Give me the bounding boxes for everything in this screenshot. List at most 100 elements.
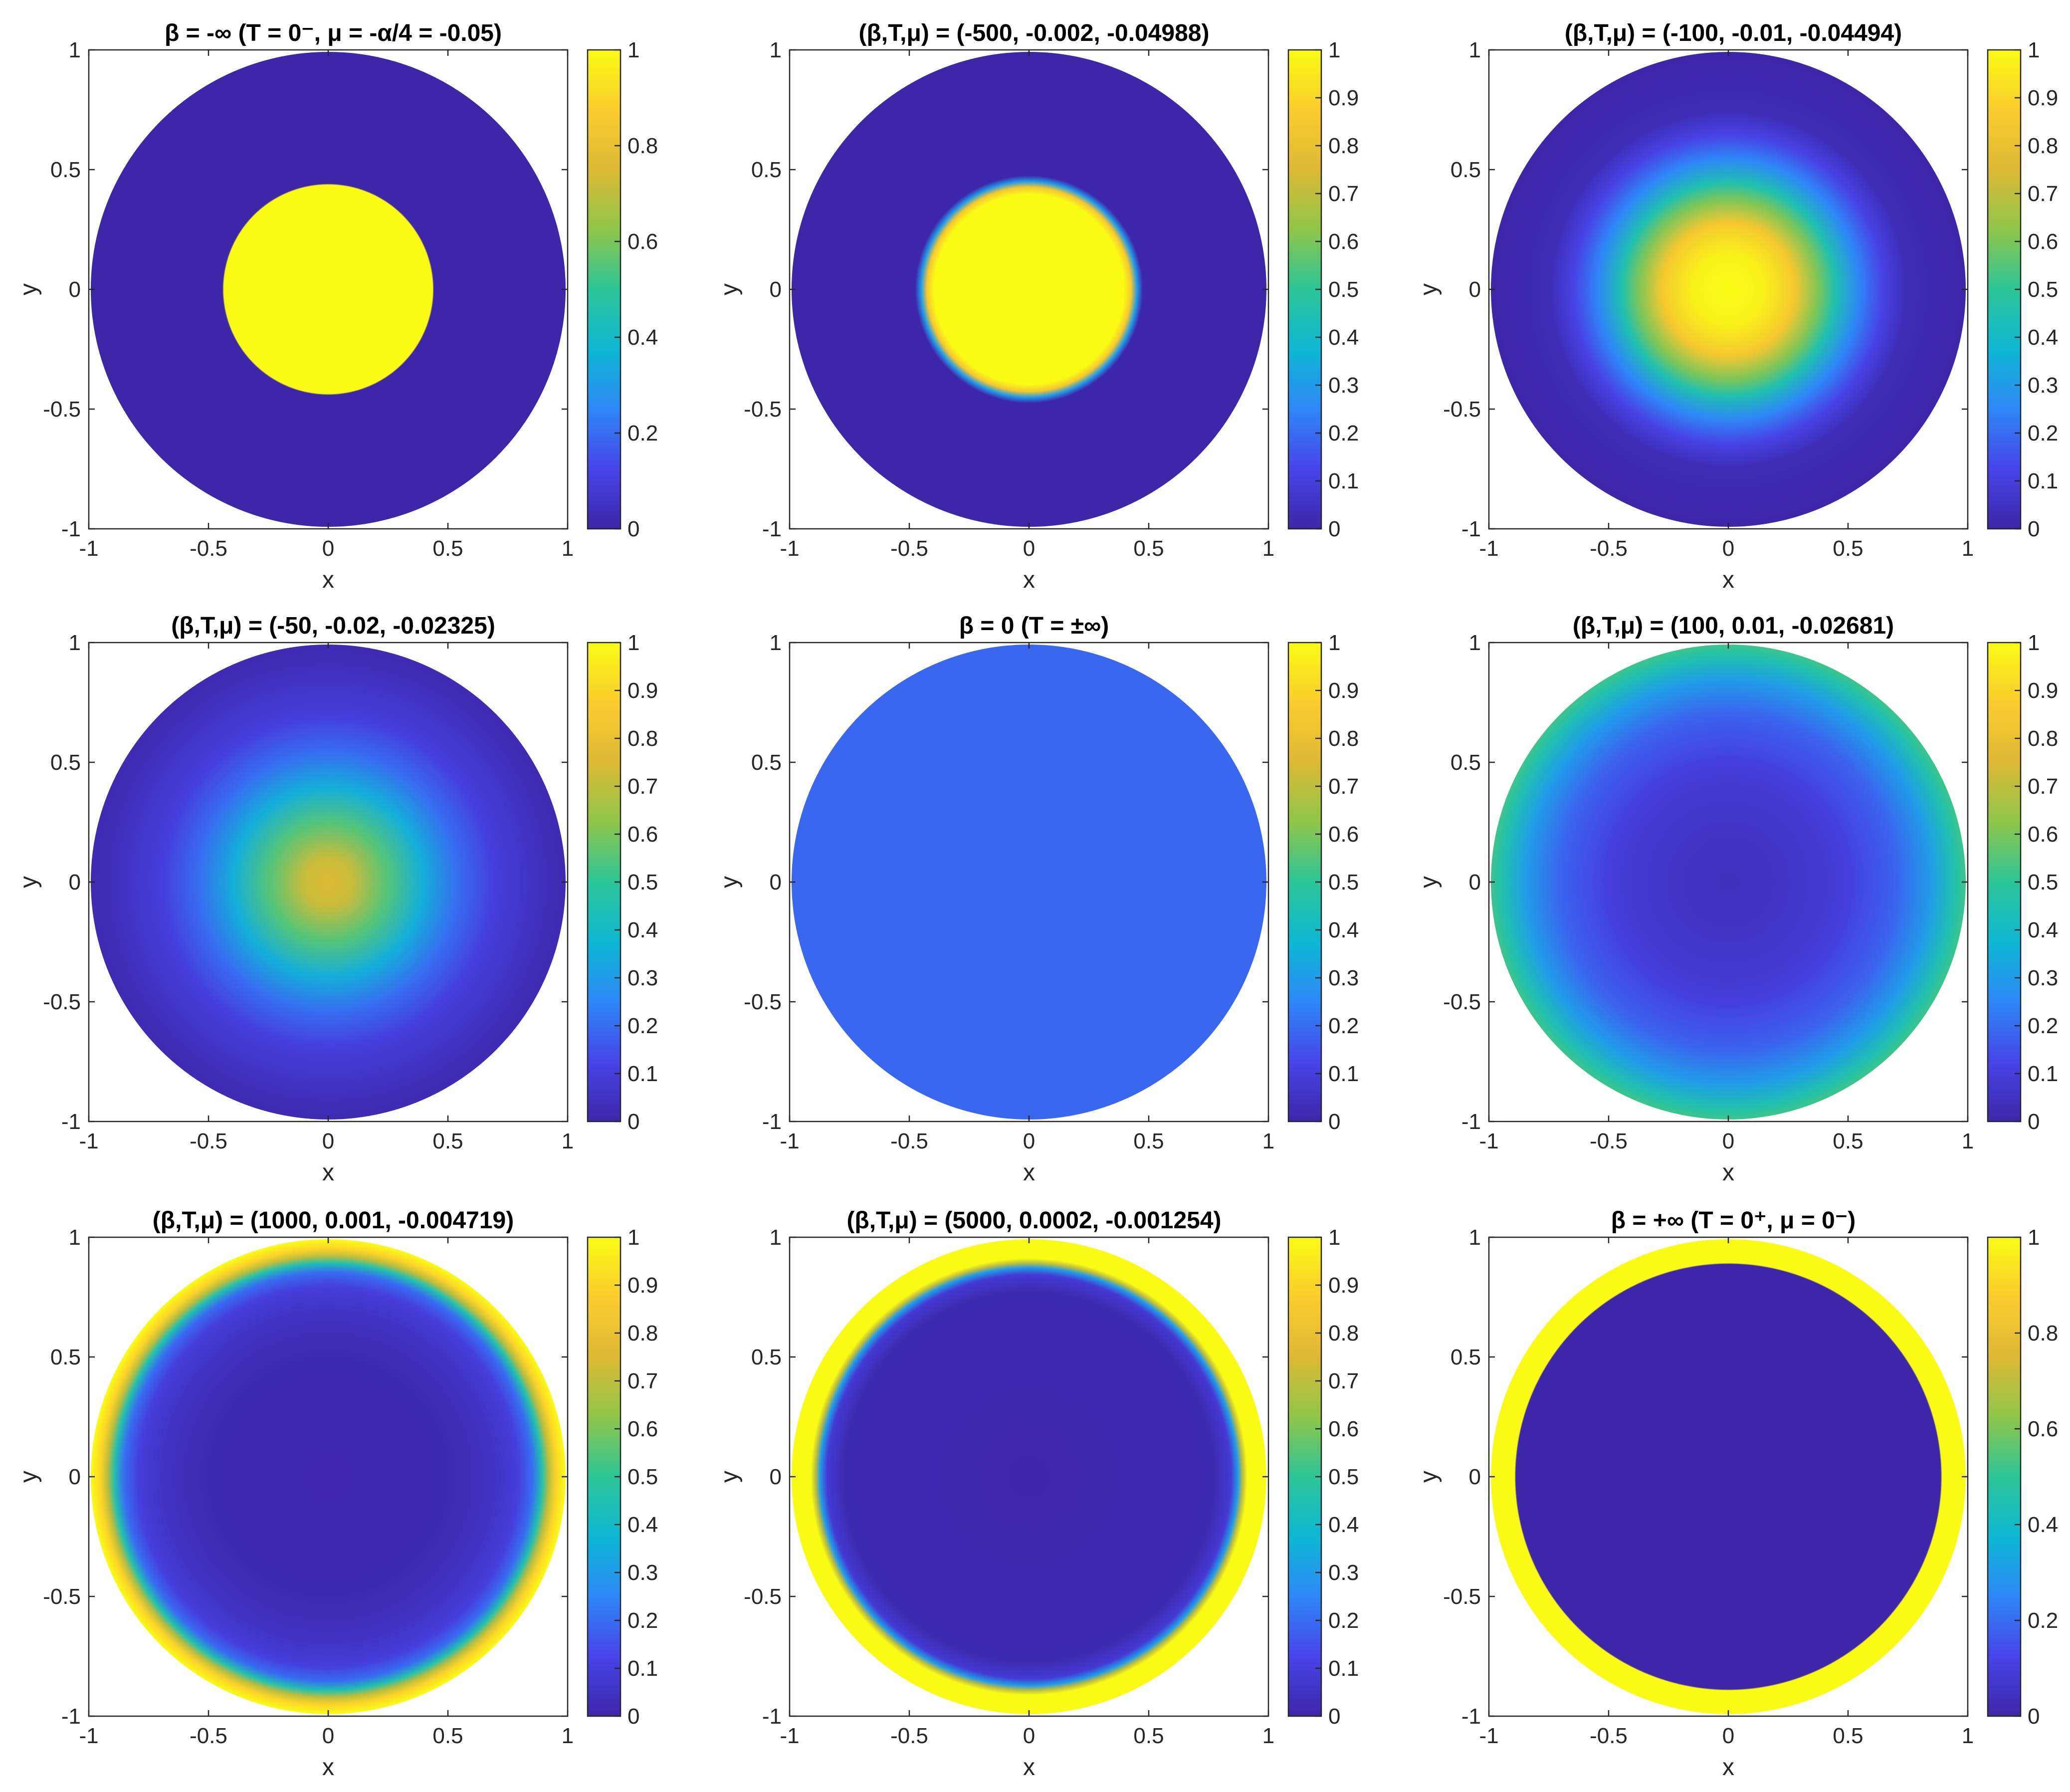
colorbar-tick-label: 0.8 [1328, 134, 1359, 158]
y-tick-label: 0.5 [751, 158, 782, 182]
y-axis-label: y [15, 876, 42, 888]
x-tick-label: 0.5 [1133, 1129, 1164, 1153]
colorbar-tick-label: 0.6 [2028, 229, 2058, 254]
solution-disk [91, 645, 566, 1120]
solution-disk [1491, 645, 1966, 1120]
x-tick-label: 0.5 [1133, 536, 1164, 561]
y-tick-label: -0.5 [43, 397, 81, 422]
subplot-5: β = 0 (T = ±∞) -1 -0.5 0 0.5 1 1 0.5 0 -0.5 -1 x y 1 0… [716, 613, 1359, 1186]
colorbar-tick-label: 0.2 [2028, 1608, 2058, 1633]
x-tick-label: -1 [1479, 1129, 1498, 1153]
x-tick-label: -0.5 [1590, 536, 1628, 561]
colorbar-tick-label: 0.7 [1328, 774, 1359, 799]
y-tick-label: -1 [762, 1110, 782, 1134]
y-tick-label: 0.5 [751, 1345, 782, 1369]
subplot-title: (β,T,μ) = (-500, -0.002, -0.04988) [859, 20, 1210, 46]
y-tick-label: 0 [69, 1465, 81, 1489]
subplot-title: β = 0 (T = ±∞) [959, 613, 1109, 639]
colorbar-tick-label: 0.4 [2028, 918, 2058, 942]
colorbar-tick-label: 0.5 [2028, 870, 2058, 895]
colorbar-tick-label: 0.3 [627, 966, 658, 990]
colorbar-tick-label: 1 [627, 38, 639, 62]
colorbar-tick-label: 0.8 [2028, 1321, 2058, 1345]
x-axis-label: x [1722, 1754, 1734, 1781]
x-tick-label: -0.5 [890, 1724, 928, 1748]
subplot-1: β = -∞ (T = 0⁻, μ = -α/4 = -0.05) -1 -0.5 0… [15, 20, 658, 593]
y-tick-label: 0 [770, 277, 782, 302]
colorbar-tick-label: 0.2 [1328, 421, 1359, 446]
x-tick-label: -1 [1479, 1724, 1498, 1748]
colorbar-tick-label: 0.4 [1328, 1513, 1359, 1537]
colorbar-tick-label: 0 [2028, 1110, 2040, 1134]
subplot-4: (β,T,μ) = (-50, -0.02, -0.02325) -1 -0.5 0 0… [15, 613, 658, 1186]
colorbar-tick-label: 0.7 [1328, 182, 1359, 206]
colorbar-tick-label: 1 [2028, 38, 2040, 62]
y-axis-label: y [716, 876, 743, 888]
x-tick-label: 1 [1962, 1129, 1974, 1153]
colorbar-tick-label: 0.8 [627, 1321, 658, 1345]
x-axis-label: x [1023, 1159, 1035, 1186]
x-tick-label: -1 [780, 536, 799, 561]
colorbar-tick-label: 0.8 [1328, 726, 1359, 751]
x-tick-label: -1 [1479, 536, 1498, 561]
colorbar-tick-label: 0.1 [1328, 1062, 1359, 1086]
colorbar-tick-label: 0.6 [627, 822, 658, 847]
colorbar-tick-label: 0.1 [1328, 469, 1359, 493]
y-axis-label: y [716, 283, 743, 295]
colorbar-tick-label: 0.2 [627, 1014, 658, 1038]
y-tick-label: -0.5 [1443, 990, 1481, 1014]
solution-disk [1491, 1239, 1966, 1714]
x-tick-label: 0.5 [432, 1129, 463, 1153]
subplot-title: β = +∞ (T = 0⁺, μ = 0⁻) [1611, 1207, 1856, 1234]
colorbar-tick-label: 0.1 [1328, 1656, 1359, 1681]
colorbar-tick-label: 0.4 [1328, 918, 1359, 942]
x-tick-label: 1 [562, 1724, 574, 1748]
solution-disk [792, 645, 1266, 1120]
colorbar-tick-label: 0.8 [627, 726, 658, 751]
colorbar-tick-label: 0.6 [2028, 822, 2058, 847]
colorbar-tick-label: 0 [627, 517, 639, 541]
subplot-3: (β,T,μ) = (-100, -0.01, -0.04494) -1 -0.5 0… [1416, 20, 2058, 593]
colorbar-tick-label: 0.2 [2028, 1014, 2058, 1038]
colorbar [587, 49, 621, 530]
colorbar-tick-label: 0.3 [1328, 1561, 1359, 1585]
x-tick-label: 0.5 [1833, 1129, 1863, 1153]
colorbar-tick-label: 0.3 [1328, 966, 1359, 990]
colorbar-tick-label: 0.6 [2028, 1417, 2058, 1441]
y-tick-label: -0.5 [43, 1584, 81, 1609]
colorbar-tick-label: 0.2 [1328, 1608, 1359, 1633]
x-tick-label: 1 [1962, 1724, 1974, 1748]
colorbar-tick-label: 1 [1328, 38, 1340, 62]
subplot-title: (β,T,μ) = (5000, 0.0002, -0.001254) [846, 1207, 1221, 1234]
colorbar-tick-label: 0.9 [2028, 86, 2058, 110]
y-tick-label: -1 [1461, 1110, 1481, 1134]
y-tick-label: 1 [1469, 1225, 1481, 1250]
colorbar-tick-label: 0.6 [1328, 1417, 1359, 1441]
y-tick-label: 0 [770, 1465, 782, 1489]
y-axis-label: y [15, 1471, 42, 1483]
y-tick-label: 0.5 [1450, 158, 1481, 182]
colorbar-tick-label: 0.8 [2028, 726, 2058, 751]
colorbar-tick-label: 0.4 [2028, 325, 2058, 350]
y-tick-label: 1 [770, 1225, 782, 1250]
y-tick-label: 1 [1469, 38, 1481, 62]
y-tick-label: -0.5 [1443, 397, 1481, 422]
x-axis-label: x [322, 1754, 334, 1781]
colorbar-tick-label: 0 [2028, 1704, 2040, 1729]
x-tick-label: 0.5 [1133, 1724, 1164, 1748]
x-tick-label: -1 [780, 1129, 799, 1153]
x-tick-label: 1 [1262, 536, 1274, 561]
colorbar-tick-label: 0.1 [627, 1656, 658, 1681]
y-axis-label: y [716, 1471, 743, 1483]
colorbar-tick-label: 1 [1328, 1225, 1340, 1250]
subplot-6: (β,T,μ) = (100, 0.01, -0.02681) -1 -0.5 0 0.… [1416, 613, 2058, 1186]
colorbar-tick-label: 0.5 [627, 870, 658, 895]
colorbar-tick-label: 0 [1328, 1704, 1340, 1729]
x-axis-label: x [322, 567, 334, 593]
colorbar-tick-label: 0.3 [1328, 373, 1359, 398]
colorbar-tick-label: 0.7 [627, 1369, 658, 1393]
y-tick-label: 0.5 [50, 750, 81, 775]
y-tick-label: -1 [1461, 517, 1481, 541]
y-tick-label: 0.5 [1450, 1345, 1481, 1369]
